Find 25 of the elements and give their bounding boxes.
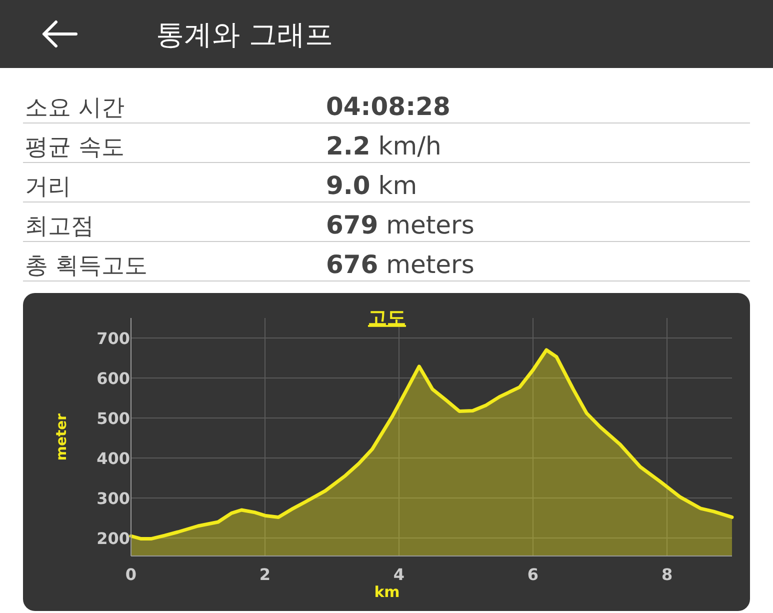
x-axis-title: km [374, 583, 400, 601]
y-tick-label: 400 [96, 449, 130, 468]
y-tick-label: 700 [96, 329, 130, 348]
text: 통계와 그래프 [156, 18, 333, 51]
y-tick-label: 300 [96, 489, 130, 508]
text: 평균 속도 [25, 134, 124, 160]
text: 소요 시간 [25, 95, 124, 121]
chart-title: 고도 [368, 307, 406, 329]
text: 04:08:28 [326, 92, 450, 121]
x-tick-label: 4 [393, 565, 405, 584]
text: 2.2 km/h [326, 132, 442, 160]
y-axis-title: meter [54, 413, 70, 461]
text: 679 meters [326, 210, 474, 240]
y-tick-label: 200 [96, 529, 130, 548]
x-tick-label: 8 [661, 565, 673, 584]
y-tick-label: 600 [96, 369, 130, 388]
text: 9.0 km [326, 171, 418, 200]
x-tick-label: 6 [527, 565, 539, 584]
x-tick-label: 0 [125, 565, 137, 584]
text: 최고점 [25, 214, 94, 240]
text: 거리 [25, 174, 71, 200]
x-tick-label: 2 [259, 565, 271, 584]
y-tick-label: 500 [96, 409, 130, 428]
text: 총 획득고도 [25, 253, 148, 279]
text: 676 meters [326, 250, 474, 279]
